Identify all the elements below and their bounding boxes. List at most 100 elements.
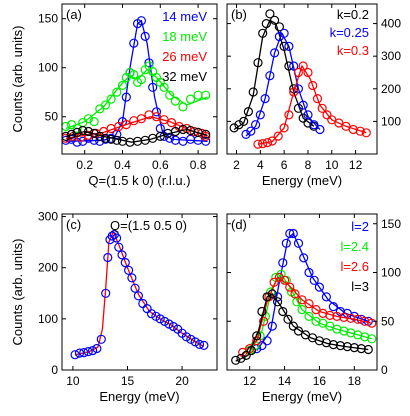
data-point bbox=[298, 100, 308, 110]
data-point bbox=[136, 74, 146, 85]
panel-label: (d) bbox=[231, 217, 247, 232]
data-point bbox=[265, 71, 275, 81]
data-point bbox=[103, 252, 113, 263]
data-point bbox=[257, 341, 267, 351]
panel-label: (b) bbox=[231, 7, 247, 22]
data-point bbox=[234, 120, 244, 130]
data-point bbox=[284, 110, 294, 120]
data-point bbox=[274, 272, 284, 282]
data-point bbox=[308, 80, 318, 91]
legend: k=0.2 k=0.25 k=0.3 bbox=[330, 7, 369, 58]
data-point bbox=[284, 41, 294, 52]
data-point bbox=[241, 350, 251, 360]
data-point bbox=[332, 311, 342, 321]
data-point bbox=[273, 297, 283, 307]
data-point bbox=[363, 344, 373, 355]
data-point bbox=[314, 336, 324, 346]
data-point bbox=[130, 283, 140, 293]
series-0 bbox=[70, 229, 209, 360]
data-point bbox=[281, 238, 291, 248]
data-point bbox=[361, 128, 371, 138]
data-point bbox=[155, 131, 165, 141]
data-point bbox=[114, 242, 124, 252]
series-18-meV bbox=[62, 61, 211, 134]
data-point bbox=[106, 134, 116, 144]
data-point bbox=[303, 67, 313, 78]
data-point bbox=[293, 67, 303, 78]
x-axis-label: Energy (meV) bbox=[262, 389, 342, 404]
data-point bbox=[89, 128, 99, 138]
panel-label: (a) bbox=[66, 7, 82, 22]
y-tick-label: 300 bbox=[38, 210, 58, 224]
data-point bbox=[278, 258, 288, 268]
data-point bbox=[274, 22, 284, 32]
y-tick-label: 100 bbox=[381, 266, 401, 280]
data-point bbox=[328, 302, 338, 312]
data-point bbox=[112, 87, 122, 97]
data-point bbox=[270, 48, 280, 58]
y-axis-label: Counts (arb. units) bbox=[10, 26, 25, 133]
x-tick-label: 0.4 bbox=[114, 158, 131, 172]
y-tick-label: 0 bbox=[381, 363, 388, 377]
data-point bbox=[304, 311, 314, 321]
series-k=0.25 bbox=[241, 28, 325, 139]
data-point bbox=[74, 348, 85, 358]
data-point bbox=[279, 28, 289, 38]
data-point bbox=[100, 133, 111, 143]
legend-entry: l=2.6 bbox=[340, 259, 369, 274]
data-point bbox=[267, 136, 277, 146]
data-point bbox=[298, 61, 308, 71]
data-point bbox=[280, 275, 290, 285]
fit-line bbox=[242, 276, 372, 355]
series-k=0.3 bbox=[253, 61, 371, 149]
y-tick-label: 200 bbox=[381, 82, 401, 96]
data-point bbox=[322, 110, 332, 120]
data-point bbox=[304, 267, 314, 278]
y-tick-label: 100 bbox=[381, 114, 401, 128]
data-point bbox=[246, 126, 256, 136]
y-tick-label: 50 bbox=[45, 110, 59, 124]
x-tick-label: 0.6 bbox=[152, 158, 169, 172]
data-point bbox=[339, 312, 349, 322]
data-point bbox=[288, 228, 298, 239]
data-point bbox=[231, 355, 241, 365]
data-point bbox=[66, 129, 77, 139]
data-point bbox=[165, 133, 175, 143]
data-point bbox=[251, 120, 261, 130]
data-point bbox=[285, 282, 295, 292]
data-point bbox=[279, 41, 289, 52]
data-point bbox=[178, 136, 188, 146]
data-point bbox=[269, 277, 279, 287]
legend: 14 meV 18 meV 26 meV 32 meV bbox=[162, 9, 207, 84]
data-point bbox=[309, 275, 319, 285]
data-point bbox=[129, 69, 139, 80]
legend-entry: k=0.25 bbox=[330, 25, 369, 40]
data-point bbox=[367, 318, 377, 328]
data-point bbox=[311, 305, 321, 315]
data-point bbox=[62, 121, 71, 132]
legend-entry: l=3 bbox=[351, 279, 369, 294]
data-point bbox=[201, 90, 211, 100]
data-point bbox=[262, 292, 272, 302]
data-point bbox=[252, 336, 262, 346]
data-point bbox=[293, 326, 304, 336]
x-tick-label: 2 bbox=[233, 158, 240, 172]
data-point bbox=[274, 31, 284, 42]
data-point bbox=[309, 120, 319, 130]
data-point bbox=[255, 110, 265, 120]
data-point bbox=[258, 28, 268, 38]
plot-frame bbox=[226, 3, 378, 155]
data-point bbox=[346, 313, 356, 323]
data-point bbox=[303, 110, 313, 120]
data-point bbox=[349, 343, 359, 353]
x-tick-label: 8 bbox=[305, 158, 312, 172]
data-point bbox=[121, 92, 131, 102]
data-point bbox=[298, 113, 308, 123]
data-point bbox=[253, 58, 263, 68]
data-point bbox=[186, 334, 196, 344]
data-point bbox=[360, 316, 370, 326]
data-point bbox=[273, 131, 283, 141]
data-point bbox=[83, 126, 94, 137]
y-tick-label: 150 bbox=[38, 12, 58, 26]
